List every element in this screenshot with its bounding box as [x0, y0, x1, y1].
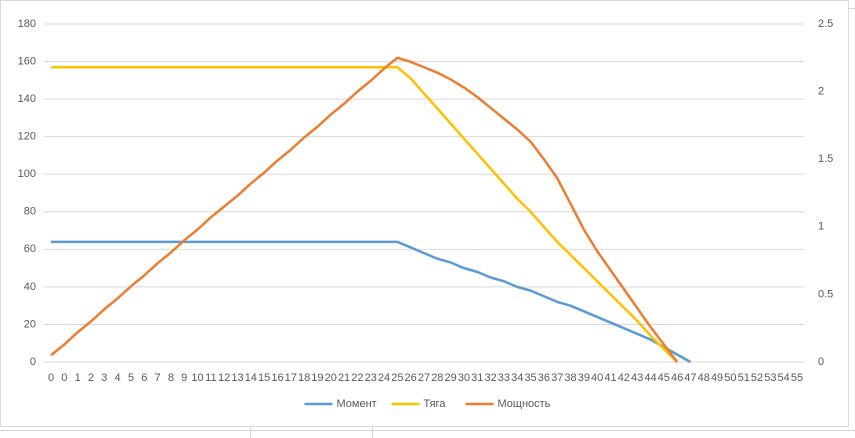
x-tick-label: 35 — [524, 372, 536, 384]
x-tick-label: 4 — [115, 372, 121, 384]
x-tick-label: 18 — [298, 372, 310, 384]
x-tick-label: 0 — [48, 372, 54, 384]
x-tick-label: 44 — [644, 372, 656, 384]
x-tick-label: 49 — [711, 372, 723, 384]
legend-label: Момент — [337, 398, 377, 410]
x-tick-label: 37 — [551, 372, 563, 384]
x-tick-label: 9 — [181, 372, 187, 384]
x-tick-label: 27 — [418, 372, 430, 384]
x-tick-label: 13 — [231, 372, 243, 384]
x-tick-label: 28 — [431, 372, 443, 384]
y2-tick-label: 2 — [818, 86, 824, 98]
series-line — [50, 56, 679, 363]
x-tick-label: 48 — [698, 372, 710, 384]
y-tick-label: 60 — [24, 243, 36, 255]
x-tick-label: 7 — [155, 372, 161, 384]
x-tick-label: 5 — [128, 372, 134, 384]
x-tick-label: 47 — [684, 372, 696, 384]
x-tick-label: 2 — [88, 372, 94, 384]
x-tick-label: 29 — [445, 372, 457, 384]
x-tick-label: 12 — [218, 372, 230, 384]
x-tick-label: 14 — [245, 372, 257, 384]
x-tick-label: 53 — [764, 372, 776, 384]
y-tick-label: 40 — [24, 281, 36, 293]
x-tick-label: 16 — [271, 372, 283, 384]
y2-tick-label: 0 — [818, 356, 824, 368]
y2-tick-label: 1 — [818, 221, 824, 233]
chart-area — [0, 0, 849, 427]
x-tick-label: 22 — [351, 372, 363, 384]
x-tick-label: 0 — [61, 372, 67, 384]
legend-label: Тяга — [424, 398, 447, 410]
x-tick-label: 21 — [338, 372, 350, 384]
y-tick-label: 160 — [18, 55, 36, 67]
x-tick-label: 26 — [405, 372, 417, 384]
legend-label: Мощность — [498, 398, 551, 410]
x-tick-label: 23 — [365, 372, 377, 384]
x-tick-label: 31 — [471, 372, 483, 384]
series-line — [51, 240, 692, 364]
x-tick-label: 46 — [671, 372, 683, 384]
y2-tick-label: 1.5 — [818, 153, 833, 165]
series-line — [51, 65, 678, 363]
x-tick-label: 51 — [738, 372, 750, 384]
y-tick-label: 140 — [18, 93, 36, 105]
x-tick-label: 32 — [484, 372, 496, 384]
y-tick-label: 80 — [24, 206, 36, 218]
x-tick-label: 52 — [751, 372, 763, 384]
x-tick-label: 24 — [378, 372, 390, 384]
x-tick-label: 39 — [578, 372, 590, 384]
y-tick-label: 180 — [18, 18, 36, 30]
y2-tick-label: 0.5 — [818, 288, 833, 300]
x-tick-label: 8 — [168, 372, 174, 384]
x-tick-label: 41 — [604, 372, 616, 384]
x-tick-label: 20 — [325, 372, 337, 384]
x-tick-label: 45 — [658, 372, 670, 384]
x-tick-label: 34 — [511, 372, 523, 384]
x-tick-label: 10 — [191, 372, 203, 384]
x-tick-label: 19 — [311, 372, 323, 384]
x-tick-label: 42 — [618, 372, 630, 384]
x-tick-label: 30 — [458, 372, 470, 384]
y-tick-label: 100 — [18, 168, 36, 180]
y-tick-label: 120 — [18, 131, 36, 143]
x-tick-label: 38 — [564, 372, 576, 384]
x-tick-label: 33 — [498, 372, 510, 384]
x-tick-label: 17 — [285, 372, 297, 384]
x-tick-label: 40 — [591, 372, 603, 384]
x-tick-label: 1 — [75, 372, 81, 384]
x-tick-label: 50 — [724, 372, 736, 384]
x-tick-label: 55 — [791, 372, 803, 384]
x-tick-label: 25 — [391, 372, 403, 384]
x-tick-label: 43 — [631, 372, 643, 384]
x-tick-label: 11 — [205, 372, 216, 384]
x-tick-label: 15 — [258, 372, 270, 384]
x-tick-label: 54 — [778, 372, 790, 384]
x-tick-label: 36 — [538, 372, 550, 384]
x-tick-label: 3 — [101, 372, 107, 384]
y-tick-label: 0 — [30, 356, 36, 368]
y-tick-label: 20 — [24, 318, 36, 330]
y2-tick-label: 2.5 — [818, 18, 833, 30]
x-tick-label: 6 — [141, 372, 147, 384]
